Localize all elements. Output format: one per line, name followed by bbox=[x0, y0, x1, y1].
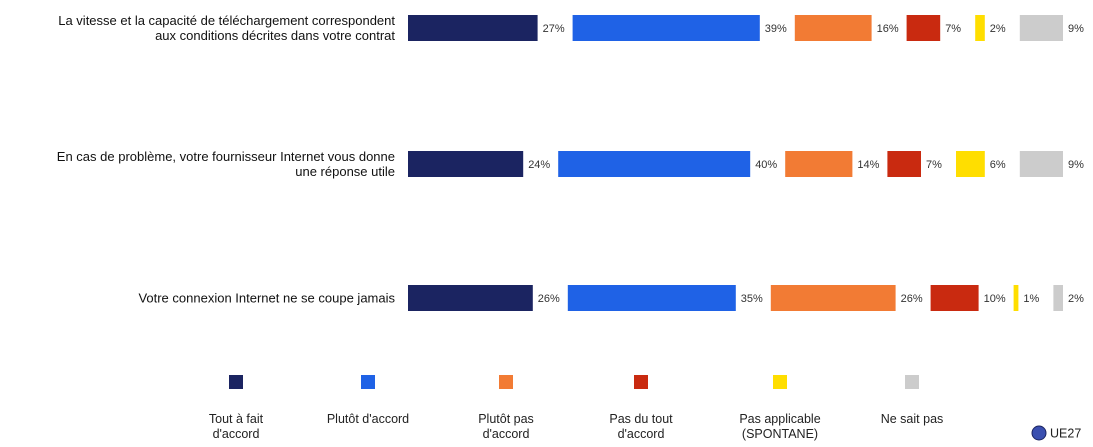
value-label: 27% bbox=[543, 23, 565, 35]
legend-label: Plutôt pas d'accord bbox=[478, 412, 534, 441]
bar bbox=[408, 285, 533, 311]
legend-label: Tout à fait d'accord bbox=[208, 412, 264, 441]
legend-label: Pas applicable (SPONTANE) bbox=[739, 412, 821, 441]
legend-swatch bbox=[361, 375, 375, 389]
bar bbox=[408, 151, 524, 177]
value-label: 7% bbox=[926, 159, 942, 171]
value-label: 14% bbox=[857, 159, 879, 171]
value-label: 9% bbox=[1068, 23, 1084, 35]
legend-swatch bbox=[773, 375, 787, 389]
value-label: 35% bbox=[741, 293, 763, 305]
legend-label: Ne sait pas bbox=[880, 412, 944, 426]
bar bbox=[408, 15, 538, 41]
legend-swatch bbox=[634, 375, 648, 389]
value-label: 26% bbox=[901, 293, 923, 305]
legend-swatch bbox=[905, 375, 919, 389]
value-label: 10% bbox=[984, 293, 1006, 305]
bar bbox=[906, 15, 941, 41]
legend-label: Plutôt d'accord bbox=[326, 412, 410, 426]
legend-label: Pas du tout d'accord bbox=[609, 412, 673, 441]
bar bbox=[1019, 151, 1063, 177]
bar bbox=[975, 15, 985, 41]
value-label: 6% bbox=[990, 159, 1006, 171]
bar bbox=[794, 15, 872, 41]
bar bbox=[770, 285, 896, 311]
value-label: 24% bbox=[528, 159, 550, 171]
bar bbox=[956, 151, 985, 177]
legend-swatch bbox=[229, 375, 243, 389]
bar bbox=[930, 285, 979, 311]
bar bbox=[887, 151, 921, 177]
category-label: En cas de problème, votre fournisseur In… bbox=[56, 149, 395, 179]
value-label: 39% bbox=[765, 23, 787, 35]
category-label: La vitesse et la capacité de téléchargem… bbox=[58, 13, 395, 43]
category-label: Votre connexion Internet ne se coupe jam… bbox=[138, 290, 395, 306]
value-label: 1% bbox=[1023, 293, 1039, 305]
value-label: 16% bbox=[877, 23, 899, 35]
legend-swatch bbox=[499, 375, 513, 389]
value-label: 40% bbox=[755, 159, 777, 171]
bar bbox=[558, 151, 751, 177]
bar bbox=[567, 285, 736, 311]
annotation: UE27 bbox=[1050, 426, 1081, 440]
value-label: 9% bbox=[1068, 159, 1084, 171]
globe-icon bbox=[1031, 425, 1047, 441]
value-label: 2% bbox=[990, 23, 1006, 35]
value-label: 2% bbox=[1068, 293, 1084, 305]
value-label: 7% bbox=[945, 23, 961, 35]
bar bbox=[785, 151, 853, 177]
bar bbox=[1053, 285, 1063, 311]
bar bbox=[1019, 15, 1063, 41]
bar bbox=[572, 15, 760, 41]
value-label: 26% bbox=[538, 293, 560, 305]
bar bbox=[1013, 285, 1019, 311]
